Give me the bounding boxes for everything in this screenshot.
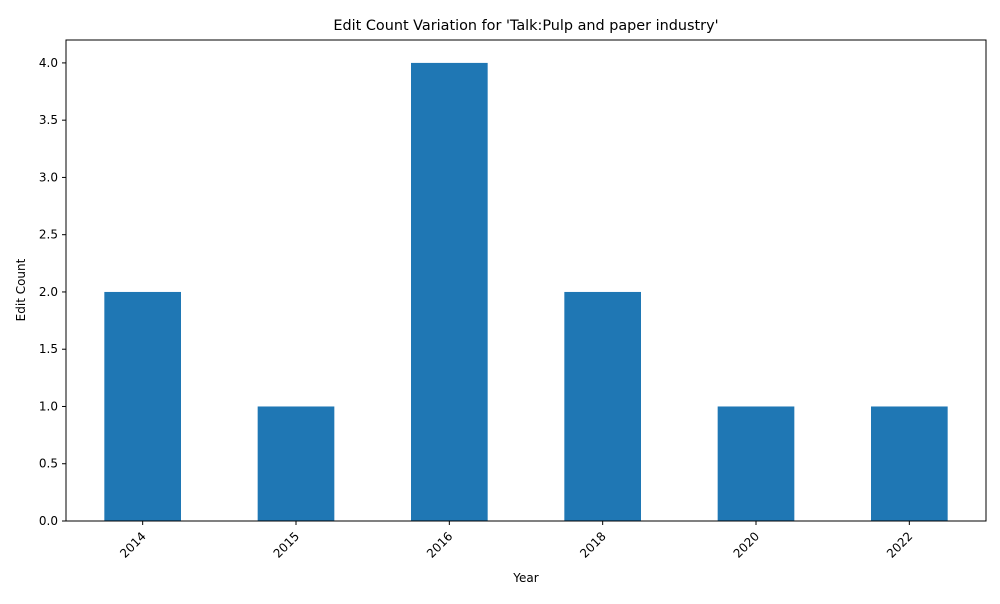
y-tick-label: 3.5 <box>39 113 58 127</box>
y-axis-label: Edit Count <box>14 258 28 321</box>
bar-2016 <box>411 62 488 522</box>
plot-area: 0.0 0.5 1.0 1.5 2.0 2.5 3.0 3.5 4.0 2014 2015 2016… <box>39 39 987 561</box>
bar-2022 <box>871 406 948 521</box>
y-tick-label: 0.5 <box>39 457 58 471</box>
y-tick-label: 3.0 <box>39 170 58 184</box>
y-axis: 0.0 0.5 1.0 1.5 2.0 2.5 3.0 3.5 4.0 <box>39 56 66 528</box>
y-tick-label: 2.5 <box>39 228 58 242</box>
x-tick-label: 2020 <box>731 529 762 560</box>
y-tick-label: 2.0 <box>39 285 58 299</box>
x-tick-label: 2016 <box>424 529 455 560</box>
y-tick-label: 1.0 <box>39 399 58 413</box>
x-axis: 2014 2015 2016 2018 2020 2022 <box>117 521 915 561</box>
x-tick-label: 2022 <box>884 529 915 560</box>
chart-title: Edit Count Variation for 'Talk:Pulp and … <box>333 18 718 34</box>
bar-2014 <box>104 291 181 521</box>
y-tick-label: 1.5 <box>39 342 58 356</box>
x-tick-label: 2015 <box>271 529 302 560</box>
x-axis-label: Year <box>512 571 538 585</box>
bar-2015 <box>257 406 335 521</box>
plot-frame <box>65 39 987 522</box>
y-tick-label: 4.0 <box>39 56 58 70</box>
bar-2020 <box>717 406 795 521</box>
y-tick-label: 0.0 <box>39 514 58 528</box>
bars-group <box>104 62 948 522</box>
x-tick-label: 2018 <box>577 529 608 560</box>
bar-2018 <box>564 291 641 521</box>
x-tick-label: 2014 <box>117 529 148 560</box>
